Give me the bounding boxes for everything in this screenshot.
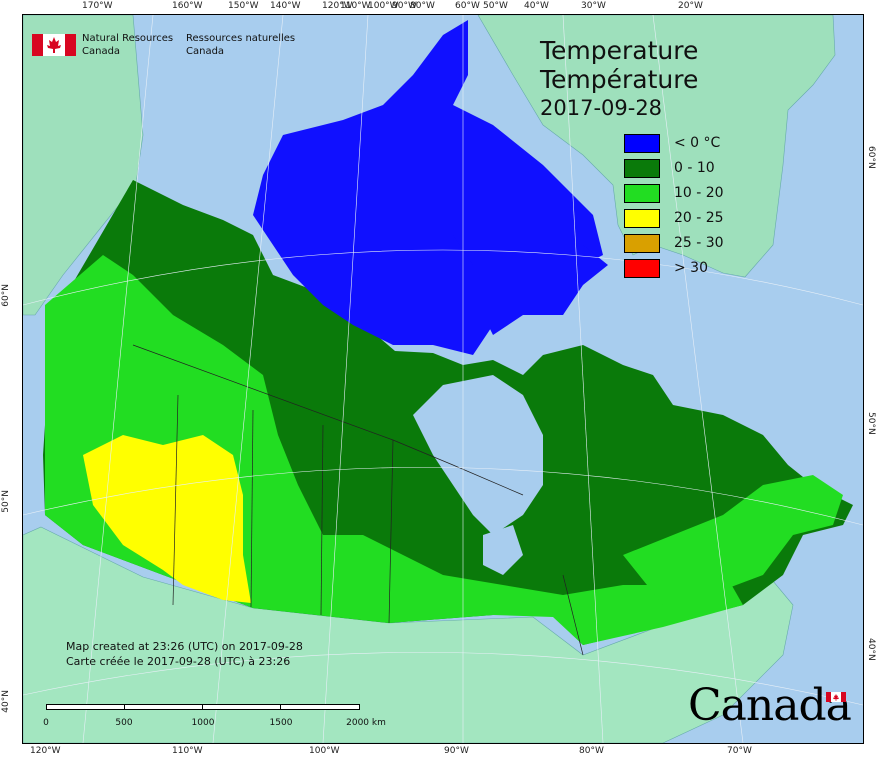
tick-top-140w: 140°W (270, 1, 301, 11)
maritime-warm-region (623, 475, 843, 605)
scale-label: 500 (115, 718, 133, 728)
legend-swatch (624, 134, 660, 153)
map-frame (22, 14, 864, 744)
scale-label: 0 (43, 718, 49, 728)
scale-segment (46, 704, 126, 710)
legend-swatch (624, 159, 660, 178)
tick-right-60n: 60°N (866, 146, 876, 169)
legend-label: > 30 (674, 260, 708, 276)
legend-label: < 0 °C (674, 135, 721, 151)
hudson-bay (413, 375, 543, 535)
tick-bottom-90w: 90°W (444, 746, 469, 756)
agency-name-fr: Ressources naturelles Canada (186, 32, 295, 58)
province-borders (132, 344, 584, 656)
agency-en-line2: Canada (82, 46, 121, 57)
scale-segment (280, 704, 360, 710)
legend-swatch (624, 184, 660, 203)
tick-left-50n: 50°N (1, 490, 11, 513)
tick-top-100w: 100°W (368, 1, 399, 11)
agency-fr-line1: Ressources naturelles (186, 33, 296, 44)
tick-left-40n: 40°N (1, 690, 11, 713)
tick-top-60w: 60°W (455, 1, 480, 11)
tick-top-80w: 80°W (410, 1, 435, 11)
scale-label: 2000 km (346, 718, 386, 728)
wordmark-flag-icon (826, 692, 846, 702)
tick-top-120w: 120°W (322, 1, 353, 11)
tick-bottom-120w: 120°W (30, 746, 61, 756)
legend-swatch (624, 259, 660, 278)
tick-right-40n: 40°N (866, 638, 876, 661)
legend-swatch (624, 234, 660, 253)
title-en: Temperature (540, 36, 699, 65)
tick-bottom-110w: 110°W (172, 746, 203, 756)
prairie-hot-region (83, 435, 251, 603)
legend-label: 20 - 25 (674, 210, 724, 226)
tick-top-20w: 20°W (678, 1, 703, 11)
canada-flag-icon (32, 34, 76, 56)
tick-bottom-80w: 80°W (579, 746, 604, 756)
legend-label: 10 - 20 (674, 185, 724, 201)
graticule (23, 15, 863, 743)
tick-left-60n: 60°N (1, 284, 11, 307)
scale-bar: 0 500 1000 1500 2000 km (43, 704, 386, 734)
legend-label: 25 - 30 (674, 235, 724, 251)
tick-top-40w: 40°W (524, 1, 549, 11)
map-date: 2017-09-28 (540, 96, 663, 120)
tick-bottom-100w: 100°W (309, 746, 340, 756)
map-credit: Map created at 23:26 (UTC) on 2017-09-28… (66, 639, 303, 669)
credit-fr: Carte créée le 2017-09-28 (UTC) à 23:26 (66, 655, 291, 668)
legend-swatch (624, 209, 660, 228)
map-canvas (23, 15, 863, 743)
tick-top-110w: 110°W (340, 1, 371, 11)
scale-segment (202, 704, 282, 710)
legend-label: 0 - 10 (674, 160, 715, 176)
tick-right-50n: 50°N (866, 412, 876, 435)
canada-wordmark: Canada (688, 680, 852, 731)
agency-name-en: Natural Resources Canada (82, 32, 173, 58)
tick-top-150w: 150°W (228, 1, 259, 11)
tick-bottom-70w: 70°W (727, 746, 752, 756)
tick-top-90w: 90°W (392, 1, 417, 11)
title-fr: Température (540, 65, 699, 94)
james-bay (483, 525, 523, 575)
credit-en: Map created at 23:26 (UTC) on 2017-09-28 (66, 640, 303, 653)
baffin-island (453, 185, 608, 335)
tick-top-30w: 30°W (581, 1, 606, 11)
tick-top-50w: 50°W (483, 1, 508, 11)
agency-en-line1: Natural Resources (82, 33, 174, 44)
scale-label: 1000 (191, 718, 215, 728)
tick-top-170w: 170°W (82, 1, 113, 11)
scale-segment (124, 704, 204, 710)
tick-top-160w: 160°W (172, 1, 203, 11)
scale-label: 1500 (269, 718, 293, 728)
map-title: Temperature Température (540, 36, 698, 94)
agency-fr-line2: Canada (186, 46, 225, 57)
